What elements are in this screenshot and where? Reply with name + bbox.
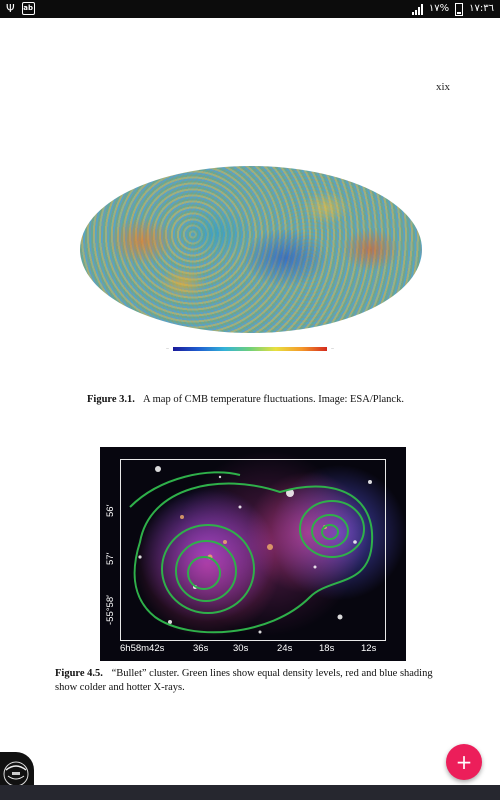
figure-4-5-caption: Figure 4.5. “Bullet” cluster. Green line… <box>55 667 455 695</box>
plot-frame <box>120 459 386 641</box>
caption-text: A map of CMB temperature fluctuations. I… <box>142 394 404 405</box>
bottom-bar <box>0 785 500 800</box>
bullet-cluster-image: 6h58m42s 36s 30s 24s 18s 12s 56′ 57′ -55… <box>100 447 406 661</box>
dec-tick-label: -55°58′ <box>105 595 116 625</box>
page-number: xix <box>435 81 450 93</box>
figure-3-1-caption: Figure 3.1. A map of CMB temperature flu… <box>87 393 447 407</box>
book-page: xix — — Figure 3.1. A map of CMB temperat… <box>0 31 500 785</box>
cmb-map-image <box>80 166 422 333</box>
add-button[interactable]: + <box>446 744 482 780</box>
ra-tick-label: 36s <box>193 643 209 654</box>
dec-tick-label: 57′ <box>105 552 116 565</box>
plus-icon: + <box>455 750 473 774</box>
usb-icon: Ψ <box>6 1 15 15</box>
figure-label: Figure 4.5. <box>55 668 103 679</box>
notification-icon: ab <box>21 2 35 15</box>
battery-icon <box>455 2 464 16</box>
bullet-cluster-overlay <box>129 466 374 634</box>
cmb-colorbar: — — <box>166 346 334 351</box>
ra-tick-label: 12s <box>361 643 377 654</box>
signal-icon <box>411 3 423 15</box>
dec-tick-label: 56′ <box>105 504 116 517</box>
status-bar: Ψ ab ١٧% ١٧:٣٦ <box>0 0 500 18</box>
clock: ١٧:٣٦ <box>469 3 494 14</box>
ra-tick-label: 6h58m42s <box>120 643 165 654</box>
ra-tick-label: 24s <box>277 643 293 654</box>
caption-text: “Bullet” cluster. Green lines show equal… <box>55 668 433 693</box>
ra-tick-label: 30s <box>233 643 249 654</box>
ra-tick-label: 18s <box>319 643 335 654</box>
figure-label: Figure 3.1. <box>87 394 135 405</box>
battery-percentage: ١٧% <box>428 3 450 14</box>
